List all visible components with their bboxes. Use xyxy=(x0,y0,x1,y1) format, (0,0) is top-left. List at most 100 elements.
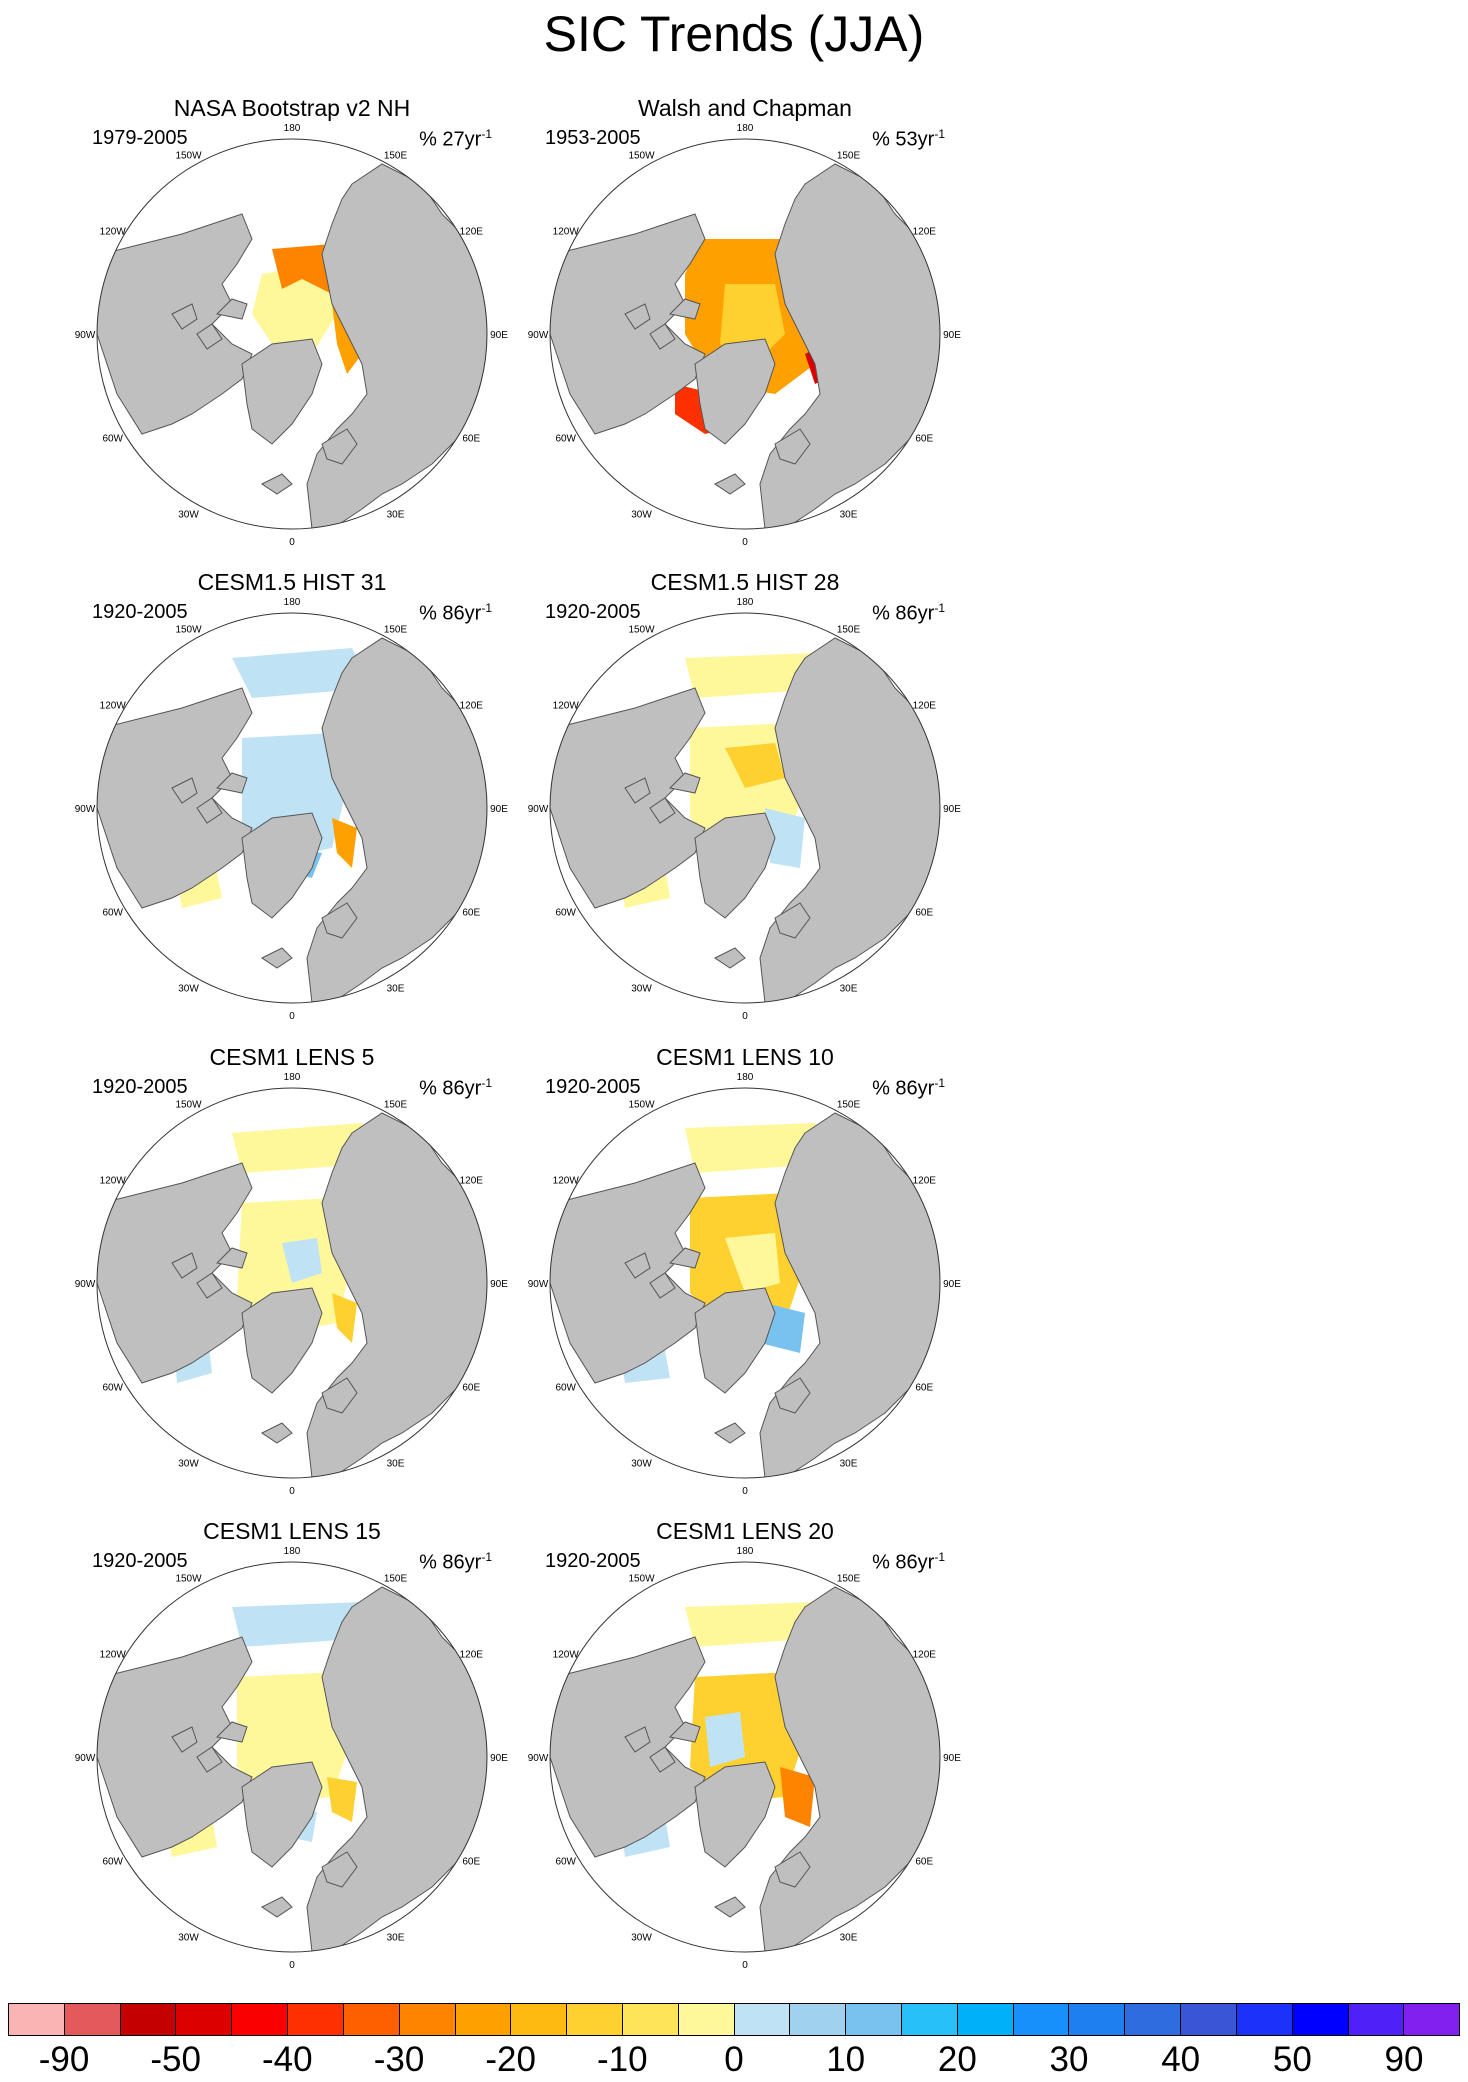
longitude-label: 30E xyxy=(840,509,858,520)
panel-period: 1920-2005 xyxy=(92,1076,188,1098)
panel-units-text: % 86yr xyxy=(419,1077,482,1100)
longitude-label: 60E xyxy=(915,1383,933,1394)
longitude-label: 120W xyxy=(553,227,580,238)
land-mass xyxy=(550,1636,706,1858)
sic-trend-region xyxy=(765,808,805,868)
polar-map: 180 150E 120E 90E 60E 30E 0 30W 60W 90W 120W 150W xyxy=(528,597,962,1022)
longitude-label: 150W xyxy=(628,151,655,162)
colorbar-swatch xyxy=(790,2004,847,2035)
longitude-label: 180 xyxy=(284,123,301,134)
map-border xyxy=(96,612,488,1004)
sic-trend-region xyxy=(780,1767,815,1827)
land-mass xyxy=(550,1162,706,1384)
longitude-label: 90W xyxy=(75,1279,96,1290)
sic-trend-region xyxy=(282,1238,322,1283)
longitude-label: 120E xyxy=(913,1176,937,1187)
longitude-label: 150W xyxy=(175,1574,202,1585)
panel-units: % 27yr-1 xyxy=(419,122,492,152)
panel-units: % 86yr-1 xyxy=(872,1545,945,1575)
land-mass xyxy=(774,902,811,939)
colorbar-swatch xyxy=(9,2004,65,2035)
land-mass xyxy=(714,1422,746,1444)
land-mass xyxy=(215,1247,248,1269)
longitude-label: 30E xyxy=(387,1932,405,1943)
longitude-label: 90W xyxy=(528,1279,549,1290)
colorbar-swatch xyxy=(902,2004,958,2035)
longitude-label: 60W xyxy=(555,1857,576,1868)
land-mass xyxy=(668,1247,701,1269)
colorbar-swatch xyxy=(64,2004,121,2035)
sic-trend-region xyxy=(252,264,337,354)
longitude-label: 150E xyxy=(837,1100,861,1111)
longitude-label: 120W xyxy=(553,701,580,712)
longitude-label: 180 xyxy=(737,123,754,134)
land-mass xyxy=(550,213,706,435)
panel-units: % 86yr-1 xyxy=(872,596,945,626)
longitude-label: 120E xyxy=(460,1650,484,1661)
longitude-label: 120W xyxy=(553,1650,580,1661)
longitude-label: 150E xyxy=(384,625,408,636)
longitude-label: 90W xyxy=(528,1753,549,1764)
main-title: SIC Trends (JJA) xyxy=(543,6,925,62)
colorbar-swatch xyxy=(1125,2004,1182,2035)
colorbar-tick-label: 20 xyxy=(937,2040,977,2079)
panel-units-exponent: -1 xyxy=(481,1550,492,1564)
map-border xyxy=(549,1087,941,1479)
land-mass xyxy=(321,1851,358,1888)
panel-period: 1920-2005 xyxy=(92,1550,188,1572)
longitude-label: 30W xyxy=(631,1458,652,1469)
longitude-label: 120W xyxy=(100,701,127,712)
land-mass xyxy=(649,1746,676,1773)
land-mass xyxy=(171,1726,198,1753)
land-mass xyxy=(694,812,776,919)
land-mass xyxy=(624,1726,651,1753)
colorbar-swatch xyxy=(288,2004,344,2035)
colorbar-swatch xyxy=(1292,2004,1349,2035)
land-mass xyxy=(714,947,746,969)
longitude-label: 60E xyxy=(915,1857,933,1868)
sic-trend-region xyxy=(690,1672,805,1802)
polar-map: 180 150E 120E 90E 60E 30E 0 30W 60W 90W 120W 150W xyxy=(75,597,509,1022)
land-mass xyxy=(550,687,706,909)
panel-units-exponent: -1 xyxy=(934,601,945,615)
longitude-label: 90W xyxy=(75,804,96,815)
longitude-label: 150E xyxy=(384,151,408,162)
land-mass xyxy=(694,338,776,445)
longitude-label: 150W xyxy=(628,1574,655,1585)
panel-units-text: % 53yr xyxy=(872,128,935,151)
sic-trend-region xyxy=(327,1777,357,1822)
colorbar-swatch xyxy=(678,2004,735,2035)
longitude-label: 30W xyxy=(178,983,199,994)
land-mass xyxy=(774,428,811,465)
land-mass xyxy=(241,338,323,445)
longitude-label: 30W xyxy=(178,1932,199,1943)
longitude-label: 180 xyxy=(284,1546,301,1557)
longitude-label: 30E xyxy=(387,983,405,994)
panel-title: CESM1 LENS 15 xyxy=(203,1518,381,1544)
land-mass xyxy=(668,1721,701,1743)
longitude-label: 150E xyxy=(837,625,861,636)
panel-units: % 53yr-1 xyxy=(872,122,945,152)
land-mass xyxy=(624,1252,651,1279)
longitude-label: 150W xyxy=(628,625,655,636)
colorbar xyxy=(8,2003,1460,2036)
longitude-label: 60W xyxy=(102,434,123,445)
map-border xyxy=(549,138,941,530)
colorbar-swatch xyxy=(622,2004,679,2035)
polar-map: 180 150E 120E 90E 60E 30E 0 30W 60W 90W 120W 150W xyxy=(75,1072,509,1497)
panel-title: CESM1 LENS 20 xyxy=(656,1518,834,1544)
land-mass xyxy=(97,213,253,435)
longitude-label: 120E xyxy=(460,227,484,238)
colorbar-swatch xyxy=(176,2004,233,2035)
panel-period: 1920-2005 xyxy=(545,1550,641,1572)
longitude-label: 120W xyxy=(553,1176,580,1187)
sic-trend-region xyxy=(725,1233,780,1293)
colorbar-swatch xyxy=(1181,2004,1237,2035)
longitude-label: 30E xyxy=(387,1458,405,1469)
panel-units: % 86yr-1 xyxy=(419,596,492,626)
land-mass xyxy=(97,1162,253,1384)
polar-map: 180 150E 120E 90E 60E 30E 0 30W 60W 90W 120W 150W xyxy=(75,1546,509,1971)
longitude-label: 0 xyxy=(289,1960,295,1971)
colorbar-tick-label: 40 xyxy=(1161,2040,1201,2079)
colorbar-tick-label: -20 xyxy=(485,2040,536,2079)
